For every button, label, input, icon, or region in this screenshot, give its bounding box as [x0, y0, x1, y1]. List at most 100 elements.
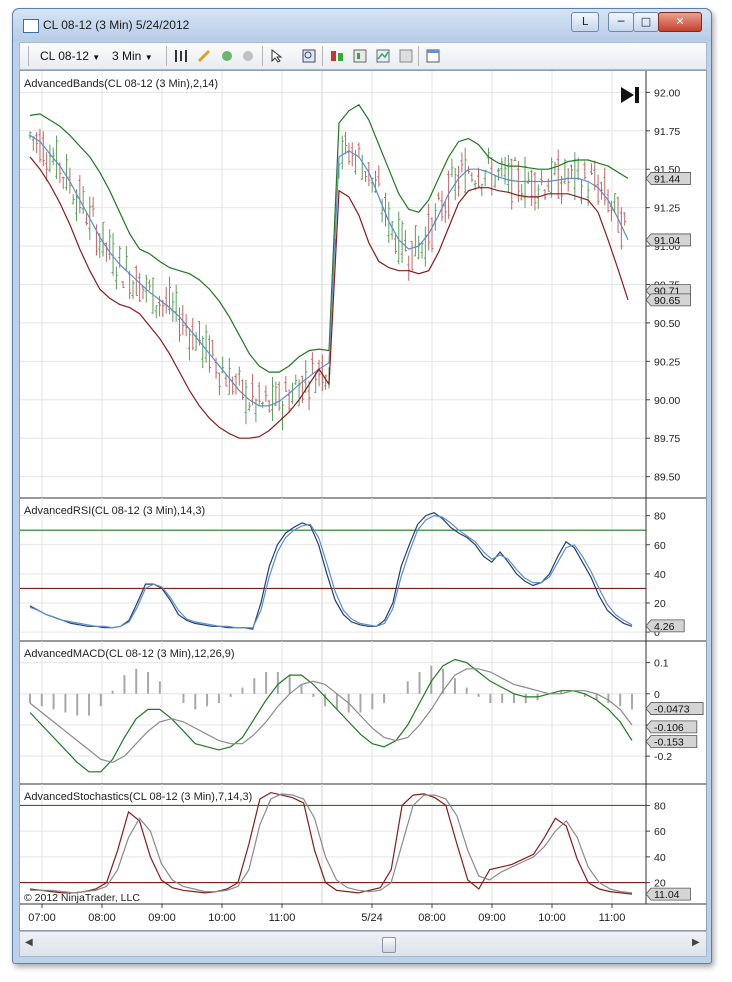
- y-tick-label: 90.50: [654, 318, 680, 330]
- value-badge: [645, 233, 691, 247]
- value-badge: [645, 735, 698, 748]
- y-tick-label: 89.50: [654, 472, 680, 484]
- toolbar-separator: [166, 46, 167, 66]
- add-indicator-icon[interactable]: [220, 48, 234, 62]
- strategy-icon[interactable]: [241, 48, 255, 62]
- series-line-k: [29, 791, 633, 895]
- series-line-signal: [29, 514, 633, 629]
- maximize-button[interactable]: □: [633, 12, 659, 32]
- series-line-d: [30, 793, 633, 894]
- x-tick-label: 07:00: [28, 912, 56, 924]
- panel-title: AdvancedMACD(CL 08-12 (3 Min),12,26,9): [24, 648, 235, 660]
- y-tick-label: 60: [654, 826, 666, 838]
- play-bar: [635, 87, 639, 103]
- value-badge: [645, 720, 698, 734]
- y-tick-label: 91.25: [654, 203, 680, 215]
- window-title: CL 08-12 (3 Min) 5/24/2012: [43, 18, 190, 32]
- value-badge: [645, 887, 691, 901]
- y-tick-label: 90.25: [654, 356, 680, 368]
- x-tick-label: 08:00: [418, 912, 446, 924]
- y-tick-label: 60: [654, 540, 666, 552]
- toolbar-separator: [418, 46, 419, 66]
- y-tick-label: 0: [654, 627, 660, 639]
- help-button[interactable]: L: [571, 12, 599, 32]
- cursor-icon[interactable]: [270, 48, 284, 63]
- minimize-button[interactable]: ─: [608, 12, 634, 32]
- chart-toolbar: CL 08-12 ▼ 3 Min ▼: [19, 42, 707, 70]
- y-tick-label: 0.1: [654, 658, 669, 670]
- value-badge: [645, 293, 691, 307]
- interval-selector[interactable]: 3 Min ▼: [112, 47, 153, 65]
- title-bar[interactable]: CL 08-12 (3 Min) 5/24/2012 L ─ □ ✕: [13, 9, 711, 41]
- value-badge: [645, 172, 691, 185]
- series-line-signal: [29, 668, 633, 764]
- y-tick-label: 91.75: [654, 126, 680, 138]
- series-line-mid: [29, 134, 629, 407]
- y-tick-label: 80: [654, 800, 666, 812]
- close-button[interactable]: ✕: [658, 12, 702, 32]
- series-line-upper: [29, 103, 629, 373]
- value-badge-label: 90.65: [654, 295, 680, 307]
- series-line-lower: [29, 156, 629, 439]
- interval-label: 3 Min: [112, 49, 142, 63]
- play-triangle: [621, 87, 634, 103]
- chevron-down-icon: ▼: [92, 53, 101, 62]
- panel-4: 80 60 40 20 AdvancedStochastics(CL 08-12 (3 …: [20, 784, 706, 905]
- panel-title: AdvancedStochastics(CL 08-12 (3 Min),7,1…: [24, 791, 252, 803]
- x-tick-label: 09:00: [478, 912, 506, 924]
- series-line-macd: [29, 658, 633, 773]
- y-tick-label: 40: [654, 852, 666, 864]
- value-badge-label: 91.04: [654, 235, 680, 247]
- toolbar-separator: [322, 46, 323, 66]
- chart-trader-icon[interactable]: [353, 48, 367, 63]
- horizontal-scrollbar[interactable]: ◀ ▶: [19, 931, 707, 957]
- scroll-right-icon[interactable]: ▶: [692, 937, 700, 948]
- x-tick-label: 10:00: [208, 912, 236, 924]
- chevron-down-icon: ▼: [144, 53, 153, 62]
- properties-icon[interactable]: [376, 48, 390, 63]
- chart-canvas[interactable]: 92.0091.7591.5091.2591.0090.7590.5090.25…: [20, 71, 706, 930]
- value-badge: [645, 702, 704, 715]
- x-tick-label: 5/24: [361, 912, 382, 924]
- y-tick-label: 92.00: [654, 87, 680, 99]
- scroll-icon[interactable]: [399, 48, 413, 63]
- panel-title: AdvancedRSI(CL 08-12 (3 Min),14,3): [24, 505, 205, 517]
- scrollbar-thumb[interactable]: [382, 937, 396, 953]
- scroll-left-icon[interactable]: ◀: [25, 937, 33, 948]
- pencil-icon[interactable]: [197, 48, 211, 63]
- value-badge-label: 4.26: [654, 621, 675, 633]
- value-badge-label: -0.106: [654, 722, 684, 734]
- y-tick-label: 0: [654, 689, 660, 701]
- data-box-icon[interactable]: [330, 48, 344, 62]
- chart-window: CL 08-12 (3 Min) 5/24/2012 L ─ □ ✕ CL 08…: [12, 8, 712, 964]
- x-tick-label: 11:00: [599, 912, 626, 924]
- y-tick-label: 90.00: [654, 395, 680, 407]
- x-tick-label: 09:00: [148, 912, 176, 924]
- value-badge-label: -0.153: [654, 737, 684, 749]
- toolbar-separator: [262, 46, 263, 66]
- y-tick-label: 20: [654, 598, 666, 610]
- value-badge: [645, 619, 685, 633]
- x-tick-label: 08:00: [88, 912, 116, 924]
- window-icon[interactable]: [426, 48, 440, 63]
- value-badge-label: 11.04: [654, 889, 680, 901]
- x-tick-label: 10:00: [538, 912, 566, 924]
- series-line-rsi: [29, 512, 633, 630]
- chart-area[interactable]: 92.0091.7591.5091.2591.0090.7590.5090.25…: [19, 70, 707, 931]
- toolbar-grip: [28, 46, 29, 66]
- bar-type-icon[interactable]: [173, 48, 187, 62]
- y-tick-label: 40: [654, 569, 666, 581]
- value-badge-label: 91.44: [654, 173, 680, 185]
- scroll-to-end-icon[interactable]: [621, 87, 639, 103]
- x-tick-label: 11:00: [269, 912, 296, 924]
- copyright-text: © 2012 NinjaTrader, LLC: [24, 892, 140, 904]
- y-tick-label: -0.2: [654, 751, 672, 763]
- zoom-icon[interactable]: [302, 48, 316, 63]
- instrument-selector[interactable]: CL 08-12 ▼: [40, 47, 100, 65]
- panel-2: 80 60 40 20 0 AdvancedRSI(CL 08-12 (3 Min),14…: [20, 498, 706, 642]
- panel-title: AdvancedBands(CL 08-12 (3 Min),2,14): [24, 78, 218, 90]
- app-icon: [23, 19, 39, 33]
- value-badge-label: -0.0473: [654, 704, 690, 716]
- panel-1: 92.0091.7591.5091.2591.0090.7590.5090.25…: [20, 71, 706, 499]
